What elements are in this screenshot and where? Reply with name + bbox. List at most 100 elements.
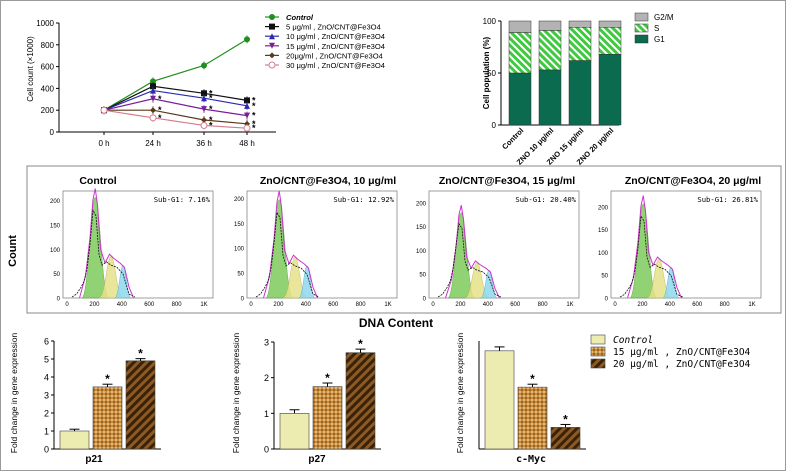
histogram-ytick-label: 150 bbox=[50, 224, 61, 230]
histogram-xtick-label: 200 bbox=[455, 302, 466, 308]
histogram-title: Control bbox=[79, 175, 116, 187]
growth-point bbox=[149, 114, 157, 122]
growth-series-4: ** *20μg/ml , ZnO/CNT@Fe3O4 bbox=[101, 51, 383, 129]
cycle-bar-G2/M bbox=[508, 20, 532, 33]
growth-point bbox=[243, 124, 251, 132]
growth-significance-star: * bbox=[209, 120, 213, 130]
histogram-ytick-label: 50 bbox=[237, 272, 244, 278]
growth-significance-star: * bbox=[252, 119, 256, 129]
histogram-fit-envelope bbox=[263, 190, 318, 299]
growth-significance-star: * bbox=[158, 113, 162, 123]
histogram-xtick-label: 1K bbox=[566, 302, 573, 308]
histogram-g2m-peak bbox=[298, 265, 316, 299]
growth-point bbox=[269, 42, 275, 49]
growth-significance-star: * bbox=[209, 104, 213, 114]
growth-point bbox=[150, 107, 156, 114]
cycle-legend-swatch bbox=[634, 12, 649, 22]
p21-significance-star: * bbox=[105, 372, 110, 386]
histogram-plot-area bbox=[610, 190, 762, 299]
growth-legend-label: 30 μg/ml , ZnO/CNT@Fe3O4 bbox=[286, 61, 385, 70]
histogram-plot-area bbox=[428, 190, 580, 299]
histogram-raw-trace bbox=[255, 211, 320, 298]
p27-ylabel: Fold change in gene expression bbox=[231, 332, 241, 453]
p27-bar bbox=[279, 413, 310, 450]
growth-line bbox=[103, 109, 248, 129]
growth-ytick-label: 1000 bbox=[36, 19, 54, 28]
growth-legend-label: 15 μg/ml , ZnO/CNT@Fe3O4 bbox=[286, 42, 385, 51]
growth-legend-label: Control bbox=[286, 13, 314, 22]
p21-bar bbox=[92, 386, 123, 450]
cycle-category-label: Control bbox=[500, 126, 525, 151]
dna-content-label: DNA Content bbox=[359, 316, 433, 330]
growth-significance-star: * bbox=[252, 111, 256, 121]
histogram-panel-1: ZnO/CNT@Fe3O4, 10 μg/ml Sub-G1: 12.92% 0 50… bbox=[234, 175, 398, 308]
p21-significance-star: * bbox=[138, 347, 143, 361]
p27-ytick-label: 0 bbox=[264, 445, 269, 455]
histogram-xtick-label: 400 bbox=[301, 302, 312, 308]
histogram-raw-trace bbox=[71, 209, 136, 298]
histogram-ytick-label: 0 bbox=[423, 297, 427, 303]
p21-ytick-label: 5 bbox=[44, 355, 49, 365]
histogram-panel-3: ZnO/CNT@Fe3O4, 20 μg/ml Sub-G1: 26.81% 0 50… bbox=[598, 175, 762, 308]
p21-bar bbox=[125, 360, 156, 450]
growth-series-5: ** *30 μg/ml , ZnO/CNT@Fe3O4 bbox=[100, 61, 385, 133]
p27-significance-star: * bbox=[325, 371, 330, 385]
cycle-legend-swatch bbox=[634, 23, 649, 33]
growth-chart: 0 200 400 600 800 1000 0 h 24 h 36 h 48 h Control *… bbox=[36, 13, 385, 148]
cycle-ytick-label: 100 bbox=[483, 17, 497, 26]
cmyc-legend-swatch bbox=[590, 346, 606, 357]
histogram-ytick-label: 100 bbox=[416, 249, 427, 255]
histogram-ytick-label: 0 bbox=[605, 297, 609, 303]
growth-point bbox=[244, 102, 250, 109]
histogram-xtick-label: 200 bbox=[89, 302, 100, 308]
p27-ytick-label: 1 bbox=[264, 409, 269, 419]
histogram-xtick-label: 200 bbox=[637, 302, 648, 308]
growth-significance-star: * bbox=[252, 95, 256, 105]
growth-legend-label: 5 μg/ml , ZnO/CNT@Fe3O4 bbox=[286, 23, 381, 32]
growth-line bbox=[103, 85, 248, 111]
cycle-legend-label: G1 bbox=[654, 35, 665, 44]
histogram-ytick-label: 50 bbox=[601, 274, 608, 280]
p27-xlabel: p27 bbox=[308, 454, 326, 465]
subg1-label: Sub-G1: 20.40% bbox=[515, 195, 576, 204]
histogram-ytick-label: 200 bbox=[416, 201, 427, 207]
growth-significance-star: * bbox=[209, 115, 213, 125]
growth-point bbox=[201, 90, 207, 97]
histogram-fit-envelope bbox=[79, 188, 134, 299]
histogram-xtick-label: 0 bbox=[613, 302, 617, 308]
growth-significance-star: * bbox=[209, 93, 213, 103]
cycle-bar-S bbox=[568, 26, 592, 61]
growth-xtick-label: 24 h bbox=[145, 139, 161, 148]
cmyc-legend-swatch bbox=[590, 334, 606, 345]
histogram-g2m-peak bbox=[662, 267, 680, 299]
histogram-ytick-label: 50 bbox=[53, 272, 60, 278]
p21-ytick-label: 4 bbox=[44, 373, 49, 383]
p21-chart: 0 1 2 3 4 5 6 * * bbox=[44, 337, 161, 455]
cycle-legend-swatch bbox=[634, 34, 649, 44]
growth-point bbox=[200, 121, 208, 129]
cycle-bar-G2/M bbox=[538, 20, 562, 31]
cycle-bar-G2/M bbox=[598, 20, 622, 28]
histogram-xtick-label: 400 bbox=[483, 302, 494, 308]
growth-xtick-label: 0 h bbox=[98, 139, 109, 148]
histogram-panels: Control Sub-G1: 7.16% 0 50 100 150 200 0 200 400 6… bbox=[50, 175, 762, 308]
p27-bar bbox=[312, 386, 343, 450]
p21-xlabel: p21 bbox=[85, 454, 103, 465]
cycle-bar-G1 bbox=[598, 54, 622, 126]
cycle-bar-S bbox=[508, 32, 532, 74]
cmyc-legend-label: 15 μg/ml , ZnO/CNT@Fe3O4 bbox=[613, 347, 751, 358]
growth-point bbox=[201, 117, 207, 124]
cycle-bar-G1 bbox=[538, 69, 562, 126]
growth-ylabel: Cell count (×1000) bbox=[26, 36, 35, 102]
cmyc-bar bbox=[550, 427, 581, 450]
histogram-raw-trace bbox=[437, 222, 502, 298]
histogram-fit-envelope bbox=[627, 195, 682, 299]
histogram-xtick-label: 200 bbox=[273, 302, 284, 308]
growth-ytick-label: 200 bbox=[41, 106, 55, 115]
p27-ytick-label: 2 bbox=[264, 373, 269, 383]
growth-legend-label: 10 μg/ml , ZnO/CNT@Fe3O4 bbox=[286, 32, 385, 41]
growth-line bbox=[103, 38, 248, 111]
histogram-xtick-label: 400 bbox=[117, 302, 128, 308]
histogram-xtick-label: 800 bbox=[172, 302, 183, 308]
